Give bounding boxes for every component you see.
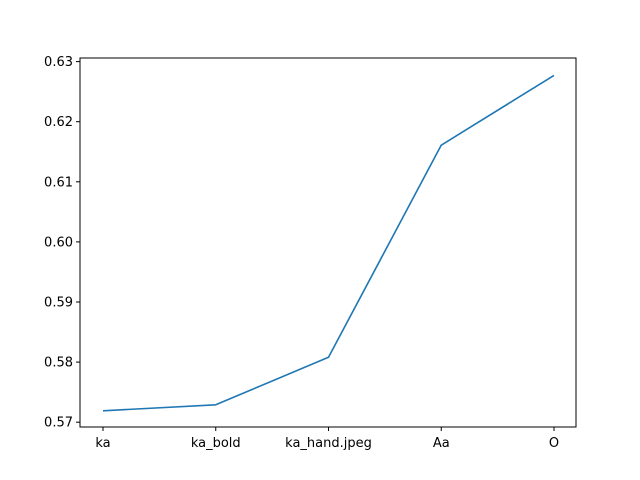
- y-tick-label: 0.63: [44, 55, 73, 70]
- y-tick-label: 0.59: [44, 295, 73, 310]
- x-tick-label: O: [549, 436, 559, 451]
- plot-frame: [79, 57, 577, 428]
- x-tick-label: ka: [95, 436, 110, 451]
- y-tick-label: 0.57: [44, 416, 73, 431]
- series-line: [102, 74, 555, 412]
- y-tick-label: 0.62: [44, 115, 73, 130]
- x-tick-label: ka_hand.jpeg: [285, 436, 372, 451]
- y-tick-label: 0.61: [44, 175, 73, 190]
- y-tick-label: 0.60: [44, 235, 73, 250]
- x-tick-label: ka_bold: [191, 436, 241, 451]
- y-tick-label: 0.58: [44, 356, 73, 371]
- ticks-layer: ka ka_bold ka_hand.jpeg Aa O 0.57 0.58 0.59 0.60…: [44, 55, 559, 451]
- x-tick-label: Aa: [433, 436, 450, 451]
